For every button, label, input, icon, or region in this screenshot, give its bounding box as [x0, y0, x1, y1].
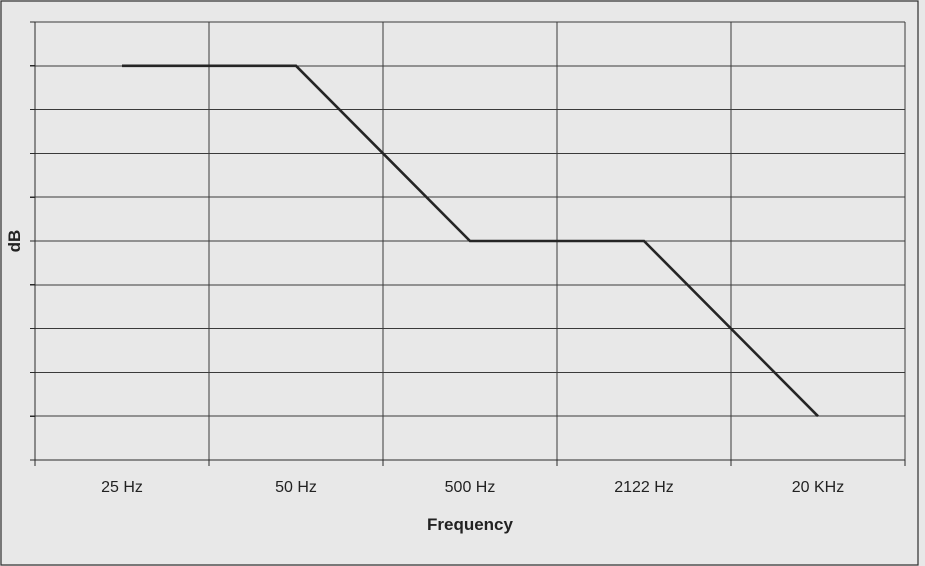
x-tick-label: 25 Hz: [101, 479, 143, 496]
y-axis-title: dB: [5, 230, 24, 253]
series-layer: [121, 64, 819, 418]
x-tick-label: 20 KHz: [792, 479, 844, 496]
x-tick-label: 2122 Hz: [614, 479, 674, 496]
x-tick-label: 50 Hz: [275, 479, 317, 496]
x-tick-label: 500 Hz: [445, 479, 496, 496]
axes-layer: [30, 21, 906, 466]
x-axis-title: Frequency: [427, 515, 514, 534]
labels-layer: 25 Hz 50 Hz 500 Hz 2122 Hz 20 KHz: [101, 479, 844, 496]
